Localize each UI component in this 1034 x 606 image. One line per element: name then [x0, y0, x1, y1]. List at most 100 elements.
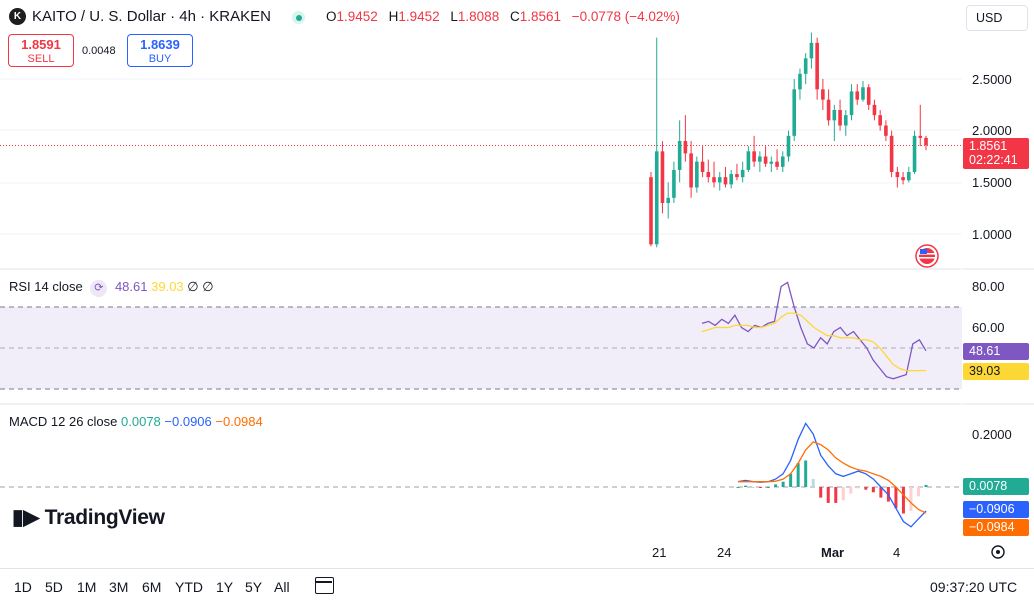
candle-body: [735, 174, 739, 178]
candle-body: [775, 161, 779, 167]
macd-histogram-bar: [789, 473, 793, 487]
rsi-tick-label: 80.00: [972, 279, 1005, 294]
macd-signal-legend: −0.0984: [215, 414, 263, 429]
buy-price: 1.8639: [140, 37, 180, 52]
candle-body: [729, 174, 734, 185]
us-flag-icon[interactable]: [915, 244, 939, 268]
macd-line: [737, 422, 927, 528]
timeframe-1m[interactable]: 1M: [77, 579, 97, 595]
macd-histogram-bar: [751, 487, 755, 488]
candle-body: [872, 104, 877, 116]
macd-histogram-bar: [819, 487, 823, 498]
macd-legend: −0.0906: [164, 414, 212, 429]
rsi-extra-2: ∅: [202, 279, 214, 294]
last-price-value: 1.8561: [969, 139, 1008, 153]
candle-body: [649, 177, 653, 245]
macd-histogram-bar: [774, 484, 778, 487]
macd-tick-label: 0.2000: [972, 427, 1012, 442]
macd-histogram-bar: [909, 487, 913, 511]
buy-button[interactable]: 1.8639 BUY: [127, 34, 193, 67]
open-value: 1.9452: [336, 9, 378, 24]
rsi-axis[interactable]: 80.00 60.00: [972, 279, 1005, 335]
candle-body: [758, 156, 762, 162]
currency-select[interactable]: USD: [966, 5, 1028, 31]
calendar-bar: [316, 581, 332, 583]
macd-histogram-bar: [864, 487, 868, 490]
low-value: 1.8088: [457, 9, 500, 24]
bottom-toolbar: [0, 568, 1034, 606]
candle-body: [689, 153, 693, 188]
rsi-ma-line: [701, 312, 927, 372]
tradingview-logo[interactable]: ▮▶ TradingView: [12, 505, 165, 530]
timeframe-6m[interactable]: 6M: [142, 579, 162, 595]
timeframe-3m[interactable]: 3M: [109, 579, 129, 595]
rsi-legend-value: 48.61: [114, 279, 148, 294]
open-label: O: [326, 9, 337, 24]
price-tick-label: 2.0000: [972, 123, 1012, 138]
macd-histogram-bar: [759, 487, 763, 488]
candle-body: [763, 156, 768, 164]
timeframe-5d[interactable]: 5D: [45, 579, 63, 595]
last-price-label: 1.8561 02:22:41: [963, 138, 1029, 169]
rsi-extra-1: ∅: [187, 279, 199, 294]
spread-value: 0.0048: [82, 45, 116, 57]
candle-body: [855, 91, 860, 100]
sell-button[interactable]: 1.8591 SELL: [8, 34, 74, 67]
candle-body: [803, 58, 808, 74]
rsi-value-label: 48.61: [963, 343, 1029, 360]
timeframe-ytd[interactable]: YTD: [175, 579, 203, 595]
timeframe-1y[interactable]: 1Y: [216, 579, 234, 595]
macd-histogram-bar: [796, 463, 800, 487]
goto-date-icon[interactable]: [315, 577, 334, 594]
macd-legend[interactable]: MACD 12 26 close 0.0078 −0.0906 −0.0984: [9, 414, 263, 429]
macd-axis[interactable]: 0.2000: [972, 427, 1012, 442]
tradingview-wordmark: TradingView: [44, 506, 165, 529]
macd-histogram-bar: [924, 484, 928, 487]
rsi-series: [701, 281, 927, 380]
macd-hist-value-label: 0.0078: [963, 478, 1029, 495]
candle-body: [821, 89, 825, 100]
candle-body: [815, 42, 819, 90]
high-label: H: [388, 9, 399, 24]
candle-body: [901, 177, 905, 181]
settings-gear-icon[interactable]: [991, 545, 1005, 559]
macd-histogram-bar: [879, 487, 883, 498]
high-value: 1.9452: [398, 9, 440, 24]
time-axis[interactable]: 21 24 Mar 4: [652, 545, 900, 560]
macd-signal-line: [738, 441, 927, 514]
candle-body: [706, 172, 711, 178]
macd-histogram-bar: [871, 487, 875, 493]
timeframe-5y[interactable]: 5Y: [245, 579, 263, 595]
candle-body: [884, 125, 888, 136]
close-value: 1.8561: [519, 9, 562, 24]
candle-body: [907, 172, 911, 181]
candlestick-series: [649, 32, 928, 248]
rsi-ma-value-label: 39.03: [963, 363, 1029, 380]
macd-histogram-bar: [841, 487, 845, 501]
candle-body: [780, 156, 785, 167]
macd-histogram-bar: [826, 487, 830, 503]
chart-canvas[interactable]: 2.5000 2.0000 1.5000 1.0000 80.00 60.00 …: [0, 0, 1034, 568]
rsi-legend[interactable]: RSI 14 close ⟳ 48.61 39.03 ∅ ∅: [9, 279, 214, 297]
candle-body: [838, 110, 842, 126]
candle-body: [746, 151, 751, 170]
candle-body: [809, 42, 814, 59]
price-tick-label: 1.5000: [972, 175, 1012, 190]
rsi-tick-label: 60.00: [972, 320, 1005, 335]
macd-value-label: −0.0906: [963, 501, 1029, 518]
candle-body: [666, 197, 670, 203]
macd-histogram-bar: [736, 487, 740, 488]
time-tick-label: Mar: [821, 545, 844, 560]
clock[interactable]: 09:37:20 UTC: [930, 579, 1018, 595]
timeframe-1d[interactable]: 1D: [14, 579, 32, 595]
price-axis[interactable]: 2.5000 2.0000 1.5000 1.0000: [972, 72, 1012, 242]
market-open-indicator[interactable]: [292, 11, 305, 24]
price-tick-label: 1.0000: [972, 227, 1012, 242]
kaito-logo: K: [9, 8, 26, 25]
candle-body: [695, 161, 699, 188]
candle-body: [918, 135, 923, 138]
symbol-title[interactable]: KAITO / U. S. Dollar · 4h · KRAKEN: [32, 8, 271, 25]
candle-body: [723, 177, 728, 185]
timeframe-all[interactable]: All: [274, 579, 290, 595]
candle-body: [672, 169, 676, 198]
